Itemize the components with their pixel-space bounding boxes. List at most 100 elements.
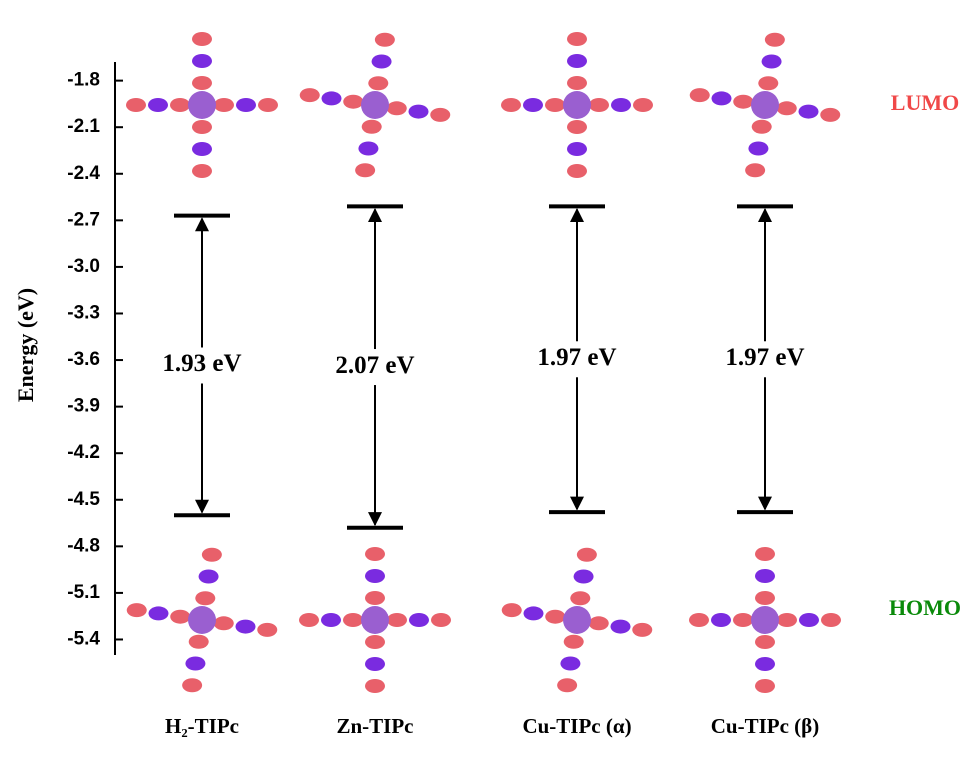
y-tick-label: -2.4 bbox=[67, 163, 100, 184]
orbital-lobe bbox=[633, 98, 653, 112]
orbital-core bbox=[361, 606, 389, 634]
orbital-lobe bbox=[762, 54, 782, 68]
orbital-lobe bbox=[820, 108, 840, 122]
orbital-lobe bbox=[755, 679, 775, 693]
category-label: Cu-TIPc (β) bbox=[711, 714, 819, 738]
chart: Energy (eV) -1.8-2.1-2.4-2.7-3.0-3.3-3.6… bbox=[0, 0, 978, 755]
orbital-lobe bbox=[375, 33, 395, 47]
y-tick-label: -1.8 bbox=[67, 70, 100, 91]
orbital-lobe bbox=[387, 101, 407, 115]
orbital-lobe bbox=[387, 613, 407, 627]
orbital-lobe bbox=[752, 120, 772, 134]
orbital-lobe bbox=[777, 101, 797, 115]
orbital-lobe bbox=[358, 142, 378, 156]
orbital-lobe bbox=[745, 163, 765, 177]
orbital-lobe bbox=[545, 610, 565, 624]
category-label: H₂-TIPc bbox=[165, 714, 239, 738]
orbital-lobe bbox=[170, 98, 190, 112]
orbital-lobe bbox=[192, 164, 212, 178]
y-tick-label: -5.1 bbox=[67, 582, 100, 603]
y-tick-label: -3.0 bbox=[67, 256, 100, 277]
orbital-lobe bbox=[430, 108, 450, 122]
orbital-lobe bbox=[202, 548, 222, 562]
orbital-lobe bbox=[821, 613, 841, 627]
y-tick-label: -4.8 bbox=[67, 535, 100, 556]
orbital-lobe bbox=[321, 613, 341, 627]
orbital-lobe bbox=[365, 569, 385, 583]
orbital-lobe bbox=[409, 613, 429, 627]
y-tick-label: -3.3 bbox=[67, 302, 100, 323]
orbital-core bbox=[563, 91, 591, 119]
orbital-lobe bbox=[711, 91, 731, 105]
orbital-lobe bbox=[523, 98, 543, 112]
orbital-lobe bbox=[299, 613, 319, 627]
orbital-lobe bbox=[545, 98, 565, 112]
orbital-lobe bbox=[127, 603, 147, 617]
orbital-lobe bbox=[777, 613, 797, 627]
orbital-lobe bbox=[557, 678, 577, 692]
orbital-core bbox=[751, 91, 779, 119]
series-label: LUMO bbox=[891, 90, 959, 115]
orbital-lobe bbox=[192, 142, 212, 156]
y-tick-label: -4.2 bbox=[67, 442, 100, 463]
orbital-lobe bbox=[502, 603, 522, 617]
orbital-lobe bbox=[214, 98, 234, 112]
orbital-lobe bbox=[577, 548, 597, 562]
orbital-picture bbox=[501, 32, 653, 178]
orbital-lobe bbox=[523, 606, 543, 620]
gap-label: 2.07 eV bbox=[335, 352, 414, 379]
orbital-lobe bbox=[192, 120, 212, 134]
orbital-lobe bbox=[567, 54, 587, 68]
orbital-lobe bbox=[236, 98, 256, 112]
category-label: Cu-TIPc (α) bbox=[522, 714, 631, 738]
orbital-lobe bbox=[199, 569, 219, 583]
series-label: HOMO bbox=[889, 595, 961, 620]
orbital-lobe bbox=[589, 616, 609, 630]
orbital-lobe bbox=[567, 164, 587, 178]
orbital-lobe bbox=[148, 606, 168, 620]
y-tick-label: -3.9 bbox=[67, 396, 100, 417]
orbital-lobe bbox=[765, 33, 785, 47]
orbital-core bbox=[751, 606, 779, 634]
orbital-lobe bbox=[755, 635, 775, 649]
orbital-lobe bbox=[362, 120, 382, 134]
orbital-lobe bbox=[755, 547, 775, 561]
orbital-lobe bbox=[431, 613, 451, 627]
orbital-lobe bbox=[748, 142, 768, 156]
orbital-picture bbox=[690, 33, 841, 178]
orbital-lobe bbox=[589, 98, 609, 112]
orbital-lobe bbox=[365, 657, 385, 671]
orbital-lobe bbox=[799, 105, 819, 119]
orbital-lobe bbox=[343, 95, 363, 109]
orbital-core bbox=[563, 606, 591, 634]
orbital-picture bbox=[300, 33, 451, 178]
orbital-lobe bbox=[148, 98, 168, 112]
orbital-lobe bbox=[567, 142, 587, 156]
orbital-lobe bbox=[170, 610, 190, 624]
orbital-lobe bbox=[365, 591, 385, 605]
orbital-lobe bbox=[567, 76, 587, 90]
orbital-lobe bbox=[343, 613, 363, 627]
orbital-lobe bbox=[236, 620, 256, 634]
orbital-picture bbox=[126, 32, 278, 178]
orbital-lobe bbox=[799, 613, 819, 627]
orbital-picture bbox=[127, 548, 278, 693]
orbital-lobe bbox=[365, 679, 385, 693]
orbital-lobe bbox=[258, 98, 278, 112]
orbital-lobe bbox=[733, 95, 753, 109]
orbital-lobe bbox=[182, 678, 202, 692]
orbital-lobe bbox=[570, 591, 590, 605]
orbital-lobe bbox=[214, 616, 234, 630]
orbital-lobe bbox=[185, 657, 205, 671]
orbital-lobe bbox=[733, 613, 753, 627]
y-tick-label: -2.7 bbox=[67, 209, 100, 230]
orbital-lobe bbox=[564, 635, 584, 649]
orbital-lobe bbox=[365, 635, 385, 649]
gap-label: 1.93 eV bbox=[162, 350, 241, 377]
orbital-lobe bbox=[690, 88, 710, 102]
orbital-lobe bbox=[758, 76, 778, 90]
orbital-lobe bbox=[501, 98, 521, 112]
orbital-core bbox=[188, 91, 216, 119]
y-tick-label: -5.4 bbox=[67, 628, 100, 649]
orbital-lobe bbox=[257, 623, 277, 637]
